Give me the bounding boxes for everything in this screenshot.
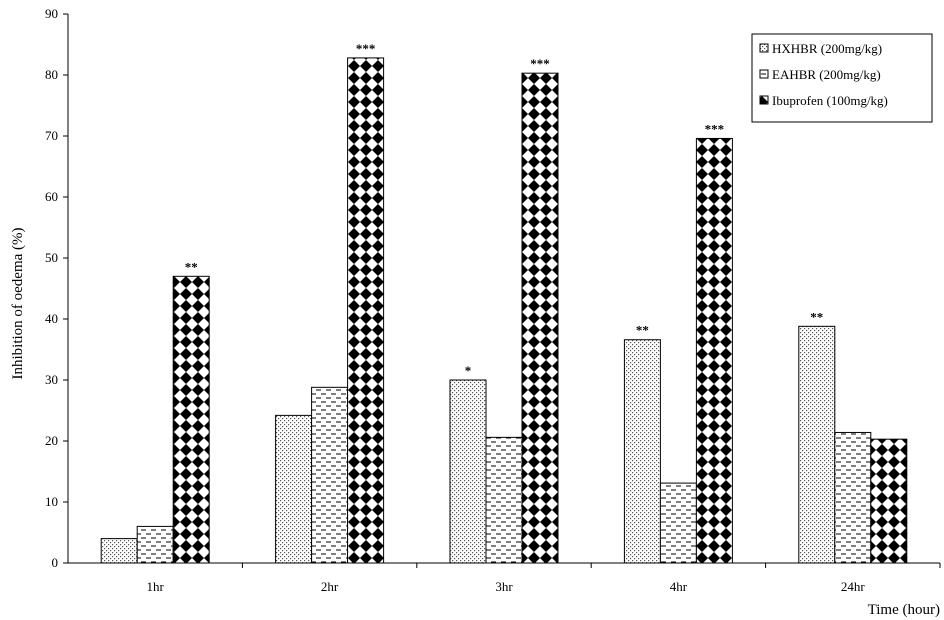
axes: 0 10 20 30 40 50 60 70 80 90 Inhibition of oedema … (10, 6, 941, 618)
bar-dots-1hr (100, 538, 138, 564)
y-axis-title: Inhibition of oedema (%) (10, 227, 26, 379)
x-tick-label: 2hr (321, 579, 339, 594)
significance-label: ** (185, 259, 198, 274)
bar-diamonds-1hr (172, 275, 210, 564)
bar-dots-24hr (798, 325, 836, 564)
legend-label: EAHBR (200mg/kg) (772, 67, 881, 82)
x-tick-label: 24hr (841, 579, 866, 594)
labels: **************** (185, 41, 824, 378)
bar-diamonds-4hr (695, 137, 733, 564)
legend-swatch-diamonds (759, 95, 769, 105)
y-tick-label: 40 (45, 311, 58, 326)
y-tick-label: 50 (45, 250, 58, 265)
bar-diamonds-2hr (347, 57, 385, 564)
legend-box (751, 33, 933, 123)
significance-label: ** (636, 323, 649, 338)
bar-dashes-3hr (485, 436, 523, 564)
legend-swatch-dashes (759, 69, 769, 79)
significance-label: *** (705, 121, 725, 136)
bar-dashes-4hr (659, 482, 697, 564)
y-tick-label: 60 (45, 189, 58, 204)
bar-diamonds-3hr (521, 72, 559, 564)
bars (100, 57, 908, 564)
bar-diamonds-24hr (870, 438, 908, 564)
bar-dashes-1hr (136, 525, 174, 564)
legend: HXHBR (200mg/kg) EAHBR (200mg/kg) Ibuprofe… (751, 33, 933, 123)
y-tick-label: 10 (45, 494, 58, 509)
x-tick-label: 1hr (147, 579, 165, 594)
significance-label: * (465, 363, 472, 378)
bar-dots-3hr (449, 379, 487, 564)
bar-dashes-24hr (834, 431, 872, 564)
bar-dots-2hr (275, 414, 313, 564)
legend-label: Ibuprofen (100mg/kg) (772, 93, 888, 108)
bar-dots-4hr (623, 339, 661, 564)
x-tick-label: 3hr (495, 579, 513, 594)
y-tick-label: 70 (45, 128, 58, 143)
legend-label: HXHBR (200mg/kg) (772, 41, 882, 56)
y-tick-label: 20 (45, 433, 58, 448)
y-tick-label: 80 (45, 67, 58, 82)
x-tick-label: 4hr (670, 579, 688, 594)
y-tick-label: 0 (52, 555, 59, 570)
bar-dashes-2hr (311, 386, 349, 564)
x-axis-title: Time (hour) (868, 602, 940, 618)
significance-label: *** (356, 41, 376, 56)
legend-swatch-dots (759, 43, 769, 53)
significance-label: *** (530, 56, 550, 71)
y-tick-label: 90 (45, 6, 58, 21)
significance-label: ** (810, 309, 823, 324)
y-tick-label: 30 (45, 372, 58, 387)
